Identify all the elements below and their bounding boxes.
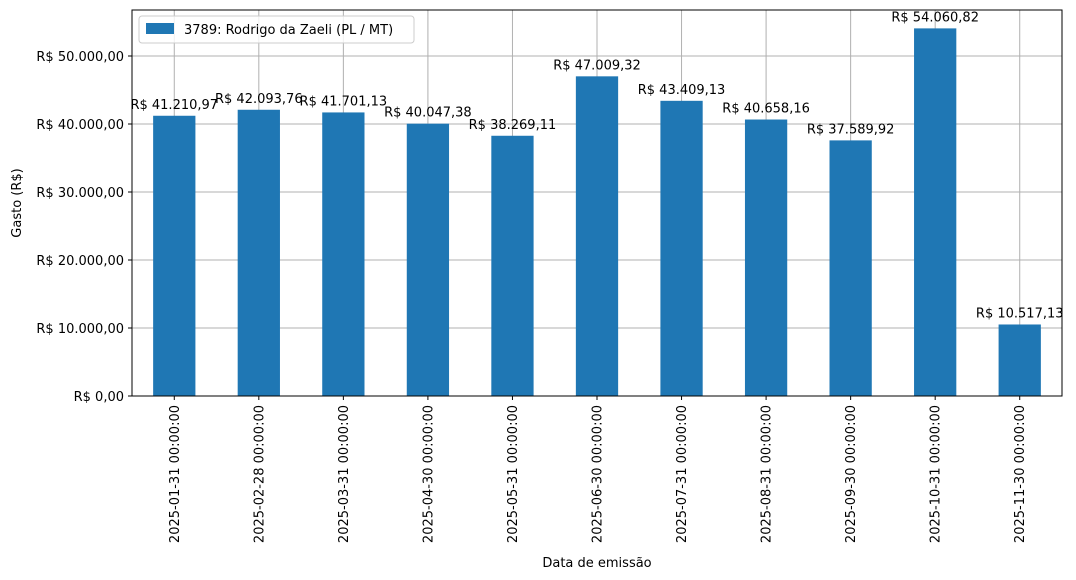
y-axis-label: Gasto (R$): [10, 168, 25, 237]
data-label: R$ 38.269,11: [469, 118, 557, 133]
data-label: R$ 37.589,92: [807, 122, 895, 137]
bar: [829, 140, 872, 396]
x-tick-label: 2025-02-28 00:00:00: [252, 405, 267, 543]
bar: [744, 119, 788, 397]
x-tick-label: 2025-09-30 00:00:00: [844, 405, 859, 543]
y-tick-label: R$ 40.000,00: [36, 118, 124, 133]
bar: [322, 112, 365, 397]
legend: 3789: Rodrigo da Zaeli (PL / MT): [138, 15, 415, 44]
data-label: R$ 54.060,82: [891, 10, 979, 25]
y-tick-label: R$ 20.000,00: [36, 254, 124, 269]
x-tick-label: 2025-01-31 00:00:00: [168, 405, 183, 543]
x-axis: 2025-01-31 00:00:00 2025-02-28 00:00:00 20…: [168, 396, 1028, 543]
x-tick-label: 2025-03-31 00:00:00: [337, 405, 352, 543]
x-tick-label: 2025-04-30 00:00:00: [421, 405, 436, 543]
data-label: R$ 47.009,32: [553, 58, 641, 73]
x-axis-label: Data de emissão: [542, 556, 651, 571]
y-axis: R$ 0,00 R$ 10.000,00 R$ 20.000,00 R$ 30.000…: [36, 50, 132, 405]
x-tick-label: 2025-06-30 00:00:00: [591, 405, 606, 543]
bar: [237, 109, 280, 396]
x-tick-label: 2025-08-31 00:00:00: [760, 405, 775, 543]
data-label: R$ 41.210,97: [130, 98, 218, 113]
bar: [406, 123, 450, 396]
bar: [491, 135, 534, 396]
y-tick-label: R$ 50.000,00: [36, 50, 124, 65]
y-tick-label: R$ 10.000,00: [36, 322, 124, 337]
bar: [660, 100, 703, 397]
y-tick-label: R$ 0,00: [74, 390, 124, 405]
bar: [998, 324, 1041, 396]
data-label: R$ 42.093,76: [215, 92, 303, 107]
legend-entry: 3789: Rodrigo da Zaeli (PL / MT): [184, 23, 393, 38]
legend-box: [138, 15, 415, 44]
legend-swatch: [146, 23, 174, 34]
x-tick-label: 2025-11-30 00:00:00: [1013, 405, 1028, 543]
data-label: R$ 40.047,38: [384, 106, 472, 121]
data-label: R$ 43.409,13: [638, 83, 726, 98]
x-tick-label: 2025-05-31 00:00:00: [506, 405, 521, 543]
x-tick-label: 2025-07-31 00:00:00: [675, 405, 690, 543]
data-label: R$ 41.701,13: [300, 94, 388, 109]
bar: [153, 115, 196, 397]
data-label: R$ 10.517,13: [976, 306, 1064, 321]
data-labels: R$ 41.210,97R$ 42.093,76R$ 41.701,13R$ 4…: [130, 10, 1063, 321]
y-tick-label: R$ 30.000,00: [36, 186, 124, 201]
bars: [153, 28, 1041, 397]
bar: [575, 76, 619, 397]
data-label: R$ 40.658,16: [722, 102, 810, 117]
x-tick-label: 2025-10-31 00:00:00: [929, 405, 944, 543]
bar: [914, 28, 957, 396]
